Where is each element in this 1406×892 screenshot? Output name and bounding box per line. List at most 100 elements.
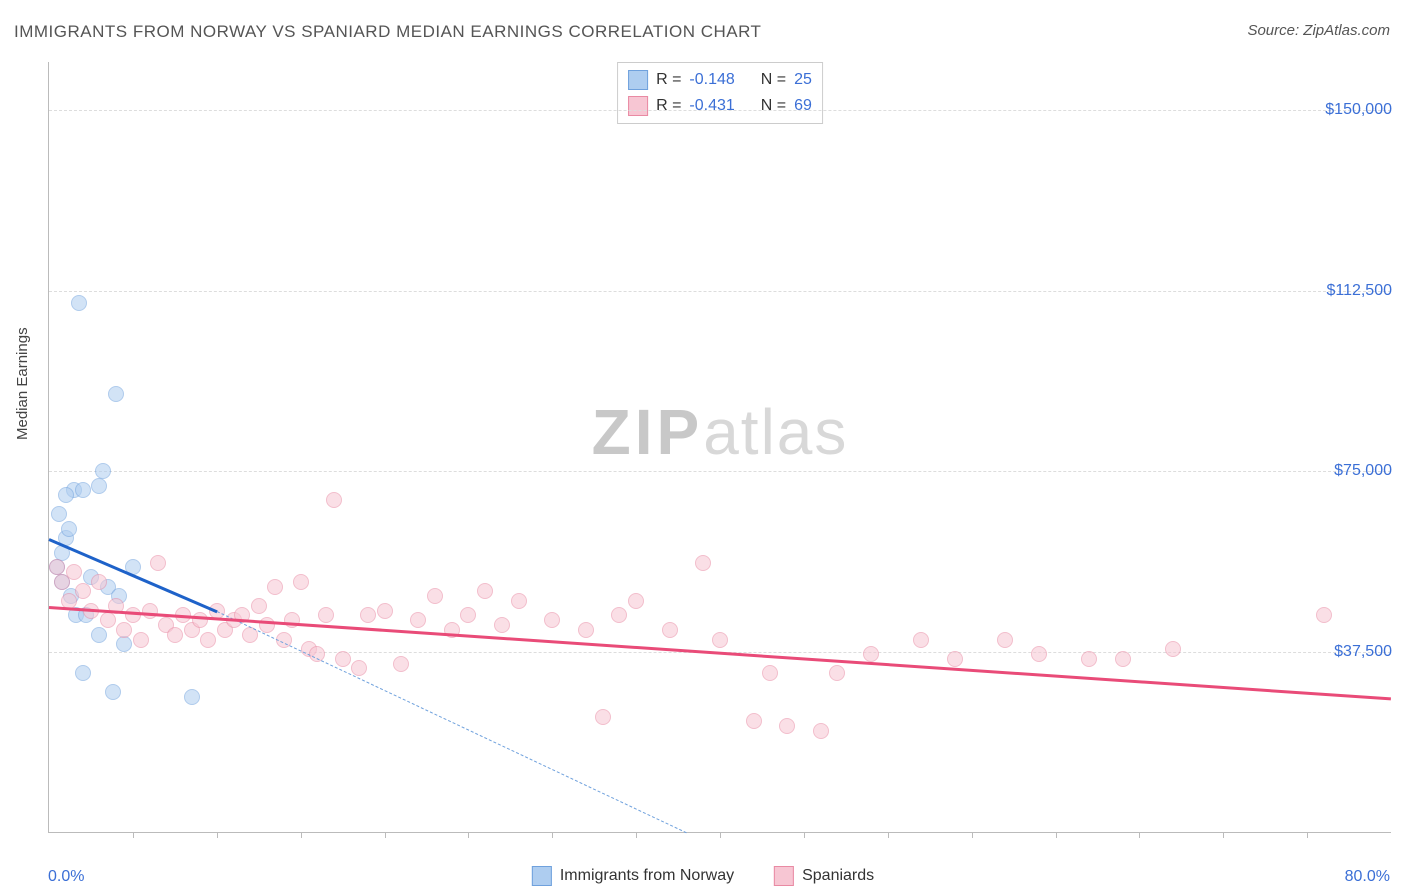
scatter-point-norway (108, 386, 124, 402)
x-tick-max: 80.0% (1345, 868, 1390, 886)
legend-swatch-icon (628, 96, 648, 116)
y-axis-label: Median Earnings (14, 327, 31, 440)
chart-source: Source: ZipAtlas.com (1247, 22, 1390, 39)
scatter-point-spaniards (125, 607, 141, 623)
scatter-point-norway (91, 478, 107, 494)
scatter-point-spaniards (100, 612, 116, 628)
x-minor-tick (972, 832, 973, 838)
x-tick-min: 0.0% (48, 868, 84, 886)
x-minor-tick (1056, 832, 1057, 838)
scatter-point-spaniards (293, 574, 309, 590)
scatter-point-spaniards (863, 646, 879, 662)
scatter-point-spaniards (578, 622, 594, 638)
scatter-point-spaniards (813, 723, 829, 739)
scatter-point-spaniards (192, 612, 208, 628)
gridline (49, 471, 1391, 472)
scatter-point-spaniards (829, 665, 845, 681)
legend-n-label: N = (761, 67, 786, 93)
legend-label: Immigrants from Norway (560, 867, 734, 885)
watermark: ZIPatlas (592, 395, 849, 469)
scatter-point-spaniards (427, 588, 443, 604)
scatter-point-spaniards (351, 660, 367, 676)
scatter-point-spaniards (762, 665, 778, 681)
scatter-point-spaniards (1165, 641, 1181, 657)
scatter-point-spaniards (477, 583, 493, 599)
watermark-zip: ZIP (592, 396, 704, 468)
trend-line (49, 606, 1391, 700)
scatter-point-norway (58, 487, 74, 503)
legend-correlation-box: R =-0.148N =25R =-0.431N =69 (617, 62, 823, 124)
scatter-point-norway (95, 463, 111, 479)
legend-swatch-icon (532, 866, 552, 886)
plot-area: ZIPatlas R =-0.148N =25R =-0.431N =69 (48, 62, 1391, 833)
x-minor-tick (1307, 832, 1308, 838)
legend-r-label: R = (656, 93, 681, 119)
scatter-point-spaniards (133, 632, 149, 648)
scatter-point-norway (61, 521, 77, 537)
x-minor-tick (385, 832, 386, 838)
scatter-point-spaniards (377, 603, 393, 619)
scatter-point-spaniards (1316, 607, 1332, 623)
scatter-point-spaniards (91, 574, 107, 590)
scatter-point-spaniards (360, 607, 376, 623)
y-tick-label: $75,000 (1334, 462, 1392, 480)
chart-title: IMMIGRANTS FROM NORWAY VS SPANIARD MEDIA… (14, 22, 761, 42)
x-minor-tick (720, 832, 721, 838)
scatter-point-norway (105, 684, 121, 700)
scatter-point-spaniards (393, 656, 409, 672)
scatter-point-spaniards (494, 617, 510, 633)
scatter-point-spaniards (746, 713, 762, 729)
scatter-point-spaniards (150, 555, 166, 571)
scatter-point-norway (75, 665, 91, 681)
gridline (49, 110, 1391, 111)
scatter-point-spaniards (511, 593, 527, 609)
scatter-point-spaniards (913, 632, 929, 648)
scatter-point-spaniards (116, 622, 132, 638)
legend-label: Spaniards (802, 867, 874, 885)
legend-correlation-row-spaniards: R =-0.431N =69 (628, 93, 812, 119)
scatter-point-spaniards (611, 607, 627, 623)
legend-swatch-icon (628, 70, 648, 90)
legend-n-value: 25 (794, 67, 812, 93)
scatter-point-spaniards (595, 709, 611, 725)
scatter-point-spaniards (947, 651, 963, 667)
legend-r-label: R = (656, 67, 681, 93)
scatter-point-spaniards (410, 612, 426, 628)
scatter-point-spaniards (267, 579, 283, 595)
legend-n-value: 69 (794, 93, 812, 119)
y-tick-label: $37,500 (1334, 643, 1392, 661)
legend-n-label: N = (761, 93, 786, 119)
scatter-point-spaniards (628, 593, 644, 609)
x-minor-tick (552, 832, 553, 838)
x-minor-tick (133, 832, 134, 838)
x-minor-tick (301, 832, 302, 838)
scatter-point-spaniards (259, 617, 275, 633)
x-minor-tick (217, 832, 218, 838)
legend-item-spaniards: Spaniards (774, 866, 874, 886)
scatter-point-spaniards (75, 583, 91, 599)
gridline (49, 291, 1391, 292)
y-tick-label: $112,500 (1326, 282, 1392, 300)
x-minor-tick (468, 832, 469, 838)
scatter-point-norway (116, 636, 132, 652)
scatter-point-spaniards (662, 622, 678, 638)
legend-swatch-icon (774, 866, 794, 886)
scatter-point-spaniards (200, 632, 216, 648)
scatter-point-spaniards (318, 607, 334, 623)
legend-series: Immigrants from Norway Spaniards (532, 866, 874, 886)
y-tick-label: $150,000 (1325, 101, 1392, 119)
legend-correlation-row-norway: R =-0.148N =25 (628, 67, 812, 93)
x-minor-tick (1223, 832, 1224, 838)
scatter-point-spaniards (1031, 646, 1047, 662)
x-minor-tick (1139, 832, 1140, 838)
scatter-point-spaniards (1081, 651, 1097, 667)
scatter-point-spaniards (335, 651, 351, 667)
watermark-atlas: atlas (703, 396, 848, 468)
scatter-point-spaniards (1115, 651, 1131, 667)
scatter-point-spaniards (167, 627, 183, 643)
scatter-point-norway (71, 295, 87, 311)
scatter-point-norway (75, 482, 91, 498)
legend-item-norway: Immigrants from Norway (532, 866, 734, 886)
scatter-point-norway (51, 506, 67, 522)
scatter-point-spaniards (712, 632, 728, 648)
